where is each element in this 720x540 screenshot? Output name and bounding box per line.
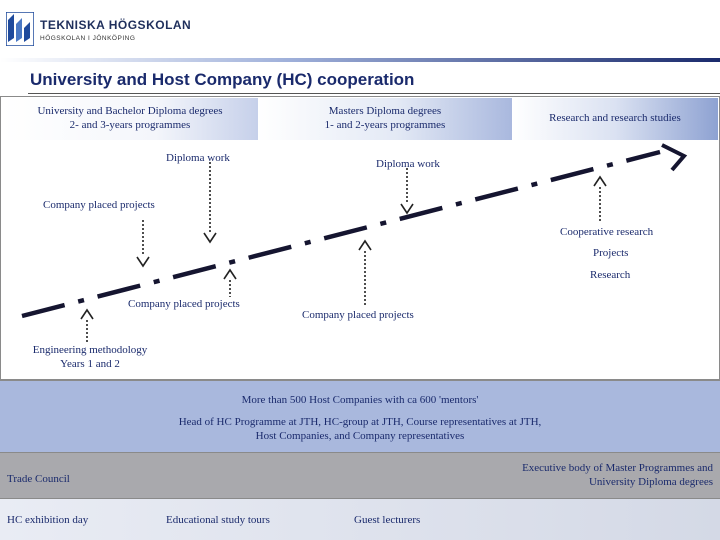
- bachelor-line2: 2- and 3-years programmes: [69, 119, 191, 131]
- arrow-down-diploma-1-head-icon: [203, 232, 217, 244]
- bachelor-line1: University and Bachelor Diploma degrees: [37, 105, 223, 117]
- label-company-projects-mid: Company placed projects: [302, 309, 414, 321]
- logo-subtitle: HÖGSKOLAN I JÖNKÖPING: [40, 35, 136, 42]
- label-company-projects-top: Company placed projects: [43, 199, 155, 211]
- logo-emblem-icon: [6, 12, 34, 46]
- executive-body: Executive body of Master Programmes and …: [470, 461, 713, 489]
- mentors-text: More than 500 Host Companies with ca 600…: [241, 394, 479, 406]
- arrow-down-company-top-head-icon: [136, 256, 150, 268]
- band-hc-programme: More than 500 Host Companies with ca 600…: [0, 380, 720, 452]
- activity-study-tours: Educational study tours: [166, 514, 270, 526]
- label-cooperative-research: Cooperative research: [560, 226, 654, 238]
- label-engineering: Engineering methodology Years 1 and 2: [20, 343, 160, 371]
- column-bachelor: University and Bachelor Diploma degrees …: [2, 98, 258, 140]
- executive-line2: University Diploma degrees: [588, 476, 713, 488]
- head-line1: Head of HC Programme at JTH, HC-group at…: [178, 416, 542, 428]
- engineering-line1: Engineering methodology: [32, 344, 148, 356]
- label-research: Research: [590, 269, 631, 281]
- column-research: Research and research studies: [512, 98, 718, 140]
- arrow-up-left-head-icon: [223, 268, 237, 280]
- page-title: University and Host Company (HC) coopera…: [30, 70, 415, 89]
- label-projects: Projects: [593, 247, 629, 259]
- logo-name: TEKNISKA HÖGSKOLAN: [40, 18, 192, 32]
- label-company-projects-left: Company placed projects: [128, 298, 240, 310]
- label-diploma-work-2: Diploma work: [376, 158, 440, 170]
- logo: TEKNISKA HÖGSKOLAN HÖGSKOLAN I JÖNKÖPING: [6, 12, 191, 52]
- label-diploma-work-1: Diploma work: [166, 152, 230, 164]
- header-stripe: [0, 58, 720, 62]
- arrow-up-masters-head-icon: [358, 239, 372, 251]
- arrow-down-diploma-2-head-icon: [400, 203, 414, 215]
- masters-line1: Masters Diploma degrees: [328, 105, 442, 117]
- masters-line2: 1- and 2-years programmes: [324, 119, 446, 131]
- arrow-up-cooperative-head-icon: [593, 175, 607, 187]
- activity-guest-lecturers: Guest lecturers: [354, 514, 421, 526]
- band-governance: [0, 452, 720, 498]
- band-activities: [0, 498, 720, 540]
- research-label: Research and research studies: [549, 112, 681, 124]
- arrow-up-engineering-head-icon: [80, 308, 94, 320]
- activity-exhibition-day: HC exhibition day: [7, 514, 89, 526]
- head-line2: Host Companies, and Company representati…: [255, 430, 465, 442]
- trade-council: Trade Council: [7, 473, 70, 485]
- progression-line: [21, 149, 661, 319]
- title-underline: [28, 93, 720, 94]
- executive-line1: Executive body of Master Programmes and: [522, 462, 713, 474]
- column-masters: Masters Diploma degrees 1- and 2-years p…: [258, 98, 512, 140]
- progression-arrowhead-icon: [661, 143, 688, 172]
- engineering-line2: Years 1 and 2: [60, 358, 120, 370]
